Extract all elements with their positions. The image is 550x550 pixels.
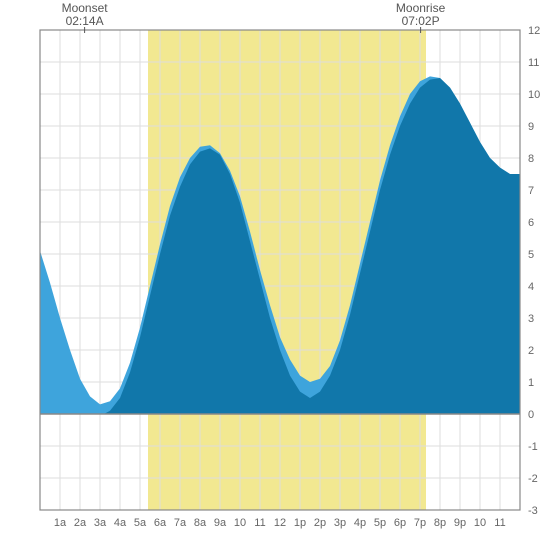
x-tick-label: 11 bbox=[494, 517, 505, 529]
tide-chart: 1a2a3a4a5a6a7a8a9a1011121p2p3p4p5p6p7p8p… bbox=[0, 0, 550, 550]
x-tick-label: 5a bbox=[134, 517, 147, 529]
y-tick-label: 0 bbox=[528, 409, 534, 421]
y-tick-label: 3 bbox=[528, 313, 534, 325]
x-tick-label: 5p bbox=[374, 517, 386, 529]
x-tick-label: 2a bbox=[74, 517, 87, 529]
x-tick-label: 6p bbox=[394, 517, 406, 529]
moonrise-time: 07:02P bbox=[402, 14, 440, 28]
chart-svg: 1a2a3a4a5a6a7a8a9a1011121p2p3p4p5p6p7p8p… bbox=[0, 0, 550, 550]
y-tick-label: 12 bbox=[528, 25, 540, 37]
x-tick-label: 11 bbox=[254, 517, 265, 529]
x-tick-label: 4p bbox=[354, 517, 366, 529]
y-tick-label: 6 bbox=[528, 217, 534, 229]
y-tick-label: 11 bbox=[528, 57, 539, 69]
x-tick-label: 4a bbox=[114, 517, 127, 529]
moonrise-label: Moonrise bbox=[396, 1, 446, 15]
y-tick-label: 1 bbox=[528, 377, 534, 389]
x-tick-label: 6a bbox=[154, 517, 167, 529]
x-tick-label: 9a bbox=[214, 517, 227, 529]
x-tick-label: 7a bbox=[174, 517, 187, 529]
x-tick-label: 8p bbox=[434, 517, 446, 529]
x-tick-label: 3a bbox=[94, 517, 107, 529]
y-tick-label: 9 bbox=[528, 121, 534, 133]
moonset-time: 02:14A bbox=[66, 14, 104, 28]
y-tick-label: 7 bbox=[528, 185, 534, 197]
x-tick-label: 7p bbox=[414, 517, 426, 529]
y-tick-label: 4 bbox=[528, 281, 534, 293]
x-tick-label: 8a bbox=[194, 517, 207, 529]
x-tick-label: 10 bbox=[474, 517, 486, 529]
x-tick-label: 10 bbox=[234, 517, 246, 529]
x-tick-label: 3p bbox=[334, 517, 346, 529]
x-tick-label: 1p bbox=[294, 517, 306, 529]
x-tick-label: 1a bbox=[54, 517, 67, 529]
y-tick-label: 10 bbox=[528, 89, 540, 101]
x-tick-label: 9p bbox=[454, 517, 466, 529]
y-tick-label: -1 bbox=[528, 441, 538, 453]
y-tick-label: 5 bbox=[528, 249, 534, 261]
y-tick-label: 8 bbox=[528, 153, 534, 165]
x-tick-label: 2p bbox=[314, 517, 326, 529]
x-tick-label: 12 bbox=[274, 517, 286, 529]
y-tick-label: -3 bbox=[528, 505, 538, 517]
moonset-label: Moonset bbox=[62, 1, 109, 15]
y-tick-label: 2 bbox=[528, 345, 534, 357]
y-tick-label: -2 bbox=[528, 473, 538, 485]
